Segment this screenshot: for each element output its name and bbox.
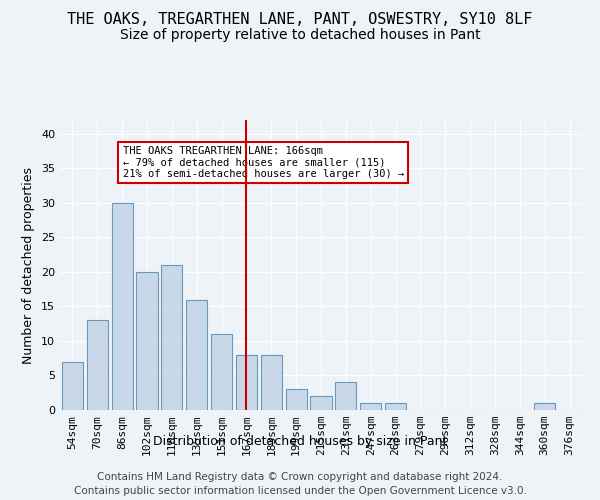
- Text: THE OAKS, TREGARTHEN LANE, PANT, OSWESTRY, SY10 8LF: THE OAKS, TREGARTHEN LANE, PANT, OSWESTR…: [67, 12, 533, 28]
- Bar: [360, 403, 381, 410]
- Bar: [136, 272, 158, 410]
- Bar: [534, 403, 555, 410]
- Text: Contains HM Land Registry data © Crown copyright and database right 2024.: Contains HM Land Registry data © Crown c…: [97, 472, 503, 482]
- Bar: [310, 396, 332, 410]
- Bar: [112, 203, 133, 410]
- Bar: [286, 390, 307, 410]
- Text: Distribution of detached houses by size in Pant: Distribution of detached houses by size …: [153, 435, 447, 448]
- Bar: [161, 265, 182, 410]
- Y-axis label: Number of detached properties: Number of detached properties: [22, 166, 35, 364]
- Bar: [236, 355, 257, 410]
- Bar: [261, 355, 282, 410]
- Bar: [211, 334, 232, 410]
- Bar: [87, 320, 108, 410]
- Bar: [62, 362, 83, 410]
- Bar: [186, 300, 207, 410]
- Text: Contains public sector information licensed under the Open Government Licence v3: Contains public sector information licen…: [74, 486, 526, 496]
- Bar: [385, 403, 406, 410]
- Bar: [335, 382, 356, 410]
- Text: THE OAKS TREGARTHEN LANE: 166sqm
← 79% of detached houses are smaller (115)
21% : THE OAKS TREGARTHEN LANE: 166sqm ← 79% o…: [122, 146, 404, 180]
- Text: Size of property relative to detached houses in Pant: Size of property relative to detached ho…: [119, 28, 481, 42]
